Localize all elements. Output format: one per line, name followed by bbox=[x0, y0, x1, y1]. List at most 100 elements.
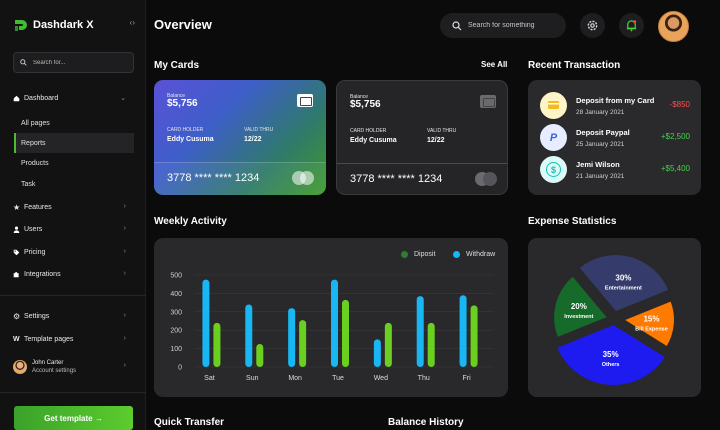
dollar-icon: $ bbox=[540, 156, 567, 183]
sidebar-item-label: Pricing bbox=[24, 248, 46, 256]
account-row[interactable]: John Carter Account settings › bbox=[13, 357, 134, 377]
expense-statistics-panel: 30% Entertainment 15% Bill Expense 35% Others… bbox=[528, 238, 701, 397]
chevron-right-icon: › bbox=[123, 270, 126, 277]
x-tick-label: Sun bbox=[246, 375, 259, 382]
y-tick-label: 0 bbox=[178, 365, 182, 372]
chevron-right-icon: › bbox=[123, 248, 126, 255]
valid-thru-label: VALID THRU bbox=[244, 127, 274, 133]
pie-category-label: Bill Expense bbox=[635, 326, 668, 332]
x-tick-label: Sat bbox=[204, 375, 215, 382]
credit-card-primary[interactable]: Balance $5,756 CARD HOLDER Eddy Cusuma V… bbox=[154, 80, 326, 195]
card-balance: $5,756 bbox=[350, 99, 381, 110]
sidebar-item-template-pages[interactable]: W Template pages › bbox=[13, 331, 134, 347]
sidebar-subitem-reports[interactable]: Reports bbox=[14, 133, 134, 153]
y-tick-label: 400 bbox=[170, 291, 182, 298]
x-tick-label: Tue bbox=[332, 375, 344, 382]
transaction-row[interactable]: Deposit from my Card 28 January 2021 -$8… bbox=[540, 92, 690, 120]
sidebar-subitem-task[interactable]: Task bbox=[14, 174, 134, 194]
bar-diposit bbox=[342, 299, 349, 367]
pie-percent-label: 15% bbox=[643, 314, 659, 323]
transaction-name: Deposit from my Card bbox=[576, 96, 655, 105]
y-tick-label: 200 bbox=[170, 328, 182, 335]
profile-avatar[interactable] bbox=[658, 11, 689, 42]
transaction-amount: -$850 bbox=[669, 100, 690, 109]
card-chip-icon bbox=[480, 95, 496, 108]
mastercard-icon bbox=[292, 171, 314, 185]
card-chip-icon bbox=[297, 94, 313, 107]
pie-percent-label: 20% bbox=[571, 302, 587, 311]
users-icon bbox=[13, 226, 20, 233]
pie-category-label: Entertainment bbox=[605, 285, 642, 291]
sidebar-search[interactable] bbox=[13, 52, 134, 73]
paypal-icon: P bbox=[540, 124, 567, 151]
recent-transaction-title: Recent Transaction bbox=[528, 60, 621, 71]
transaction-row[interactable]: P Deposit Paypal 25 January 2021 +$2,500 bbox=[540, 124, 690, 152]
card-holder: Eddy Cusuma bbox=[350, 137, 397, 144]
star-icon: ★ bbox=[13, 202, 21, 212]
chevron-right-icon: › bbox=[123, 203, 126, 210]
notifications-button[interactable] bbox=[619, 13, 644, 38]
quick-transfer-title: Quick Transfer bbox=[154, 417, 225, 428]
sidebar-item-settings[interactable]: ⚙ Settings › bbox=[13, 308, 134, 324]
collapse-arrows-icon[interactable]: ‹ › bbox=[129, 18, 134, 27]
credit-card-secondary[interactable]: Balance $5,756 CARD HOLDER Eddy Cusuma V… bbox=[336, 80, 508, 195]
search-icon bbox=[20, 59, 27, 66]
pie-slice-investment bbox=[552, 274, 610, 340]
pie-slice-entertainment bbox=[577, 253, 671, 314]
chevron-right-icon: › bbox=[123, 225, 126, 232]
x-tick-label: Wed bbox=[374, 375, 388, 382]
pie-category-label: Investment bbox=[564, 314, 593, 320]
app-logo[interactable]: Dashdark X ‹ › bbox=[14, 17, 136, 33]
sidebar-item-integrations[interactable]: Integrations › bbox=[13, 266, 134, 282]
bar-withdraw bbox=[288, 308, 296, 367]
sidebar-item-features[interactable]: ★ Features › bbox=[13, 199, 134, 215]
pie-percent-label: 35% bbox=[603, 350, 619, 359]
x-tick-label: Thu bbox=[418, 375, 430, 382]
top-search-input[interactable] bbox=[468, 22, 558, 29]
sidebar-item-dashboard[interactable]: Dashboard ⌄ bbox=[13, 90, 134, 106]
sidebar-subitem-all-pages[interactable]: All pages bbox=[14, 113, 134, 133]
settings-button[interactable] bbox=[580, 13, 605, 38]
transaction-row[interactable]: $ Jemi Wilson 21 January 2021 +$5,400 bbox=[540, 156, 690, 184]
user-name: John Carter bbox=[32, 360, 64, 366]
get-template-button[interactable]: Get template → bbox=[14, 406, 133, 430]
pie-slice-bill-expense bbox=[620, 299, 676, 349]
weekly-activity-chart: 0 100 200 300 400 500 Sat Sun Mon Tue Wed Thu Fri bbox=[170, 273, 494, 382]
card-number: 3778 **** **** 1234 bbox=[350, 173, 443, 185]
bar-withdraw bbox=[331, 279, 338, 367]
template-icon: W bbox=[13, 335, 20, 343]
expense-statistics-title: Expense Statistics bbox=[528, 216, 617, 227]
valid-thru-label: VALID THRU bbox=[427, 128, 457, 134]
my-cards-title: My Cards bbox=[154, 60, 200, 71]
account-settings-link[interactable]: Account settings bbox=[32, 368, 77, 374]
sidebar-item-pricing[interactable]: Pricing › bbox=[13, 244, 134, 260]
legend-deposit: Diposit bbox=[401, 251, 435, 258]
chevron-down-icon: ⌄ bbox=[120, 95, 126, 102]
avatar bbox=[13, 360, 27, 374]
card-number: 3778 **** **** 1234 bbox=[167, 172, 260, 184]
see-all-link[interactable]: See All bbox=[481, 60, 508, 69]
sidebar-subitem-products[interactable]: Products bbox=[14, 153, 134, 173]
gear-icon bbox=[587, 20, 598, 31]
sidebar-item-users[interactable]: Users › bbox=[13, 221, 134, 237]
bar-diposit bbox=[299, 320, 307, 367]
card-holder: Eddy Cusuma bbox=[167, 136, 214, 143]
bar-withdraw bbox=[459, 295, 467, 367]
sidebar-subitem-label: All pages bbox=[21, 119, 50, 127]
bar-withdraw bbox=[245, 304, 253, 367]
card-footer bbox=[337, 163, 507, 194]
transaction-name: Jemi Wilson bbox=[576, 160, 620, 169]
sidebar-search-input[interactable] bbox=[33, 59, 123, 66]
card-balance: $5,756 bbox=[167, 98, 198, 109]
logo-icon bbox=[14, 19, 27, 32]
transaction-name: Deposit Paypal bbox=[576, 128, 630, 137]
top-search[interactable] bbox=[440, 13, 566, 38]
bar-diposit bbox=[256, 344, 264, 367]
chevron-right-icon: › bbox=[123, 335, 126, 342]
puzzle-icon bbox=[13, 271, 19, 277]
sidebar-subitem-label: Products bbox=[21, 159, 49, 167]
card-valid-thru: 12/22 bbox=[244, 136, 262, 143]
sidebar-divider bbox=[0, 392, 146, 393]
sidebar-item-label: Features bbox=[24, 203, 52, 211]
chevron-right-icon: › bbox=[123, 312, 126, 319]
